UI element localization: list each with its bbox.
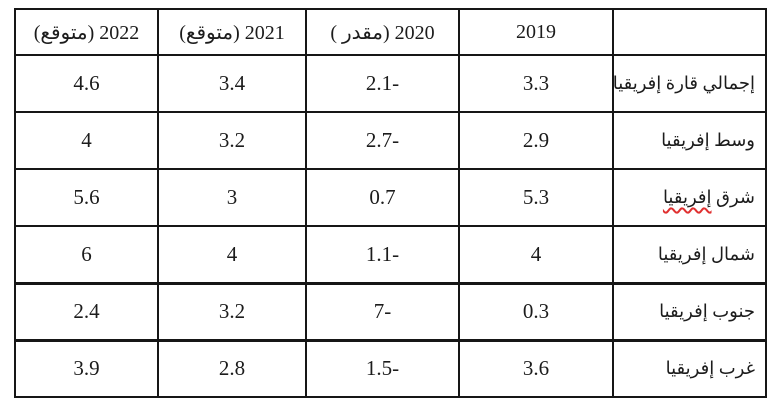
value-cell-2022: 4 <box>14 111 159 170</box>
region-label: غرب إفريقيا <box>612 338 767 398</box>
value-cell-2020: -1.5 <box>305 338 460 398</box>
table-row-west-africa: غرب إفريقيا 3.6 -1.5 2.8 3.9 <box>14 338 767 398</box>
table-row-central-africa: وسط إفريقيا 2.9 -2.7 3.2 4 <box>14 111 767 170</box>
table-header-row: 2019 2020 (مقدر ) 2021 (متوقع) 2022 (متو… <box>14 8 767 56</box>
value-cell-2019: 3.6 <box>458 338 614 398</box>
value-cell-2021: 4 <box>157 225 307 284</box>
value-cell-2019: 2.9 <box>458 111 614 170</box>
table-row-south-africa: جنوب إفريقيا 0.3 -7 3.2 2.4 <box>14 281 767 341</box>
value-cell-2022: 3.9 <box>14 338 159 398</box>
region-label-word-misspelled: إفريقيا <box>662 187 712 207</box>
value-cell-2020: -2.7 <box>305 111 460 170</box>
value-cell-2022: 5.6 <box>14 168 159 227</box>
table-row-total-africa: إجمالي قارة إفريقيا 3.3 -2.1 3.4 4.6 <box>14 54 767 113</box>
value-cell-2019: 3.3 <box>458 54 614 113</box>
header-cell-2021: 2021 (متوقع) <box>157 8 307 56</box>
value-cell-2021: 3 <box>157 168 307 227</box>
header-cell-2019: 2019 <box>458 8 614 56</box>
region-label: شمال إفريقيا <box>612 225 767 284</box>
value-cell-2021: 3.2 <box>157 281 307 341</box>
header-cell-2020: 2020 (مقدر ) <box>305 8 460 56</box>
value-cell-2022: 4.6 <box>14 54 159 113</box>
value-cell-2022: 2.4 <box>14 281 159 341</box>
value-cell-2020: 0.7 <box>305 168 460 227</box>
value-cell-2021: 2.8 <box>157 338 307 398</box>
region-label: شرق إفريقيا <box>612 168 767 227</box>
header-cell-region <box>612 8 767 56</box>
value-cell-2021: 3.4 <box>157 54 307 113</box>
value-cell-2019: 0.3 <box>458 281 614 341</box>
value-cell-2019: 4 <box>458 225 614 284</box>
value-cell-2020: -7 <box>305 281 460 341</box>
region-label: جنوب إفريقيا <box>612 281 767 341</box>
africa-growth-table: 2019 2020 (مقدر ) 2021 (متوقع) 2022 (متو… <box>14 8 767 398</box>
value-cell-2022: 6 <box>14 225 159 284</box>
value-cell-2020: -1.1 <box>305 225 460 284</box>
region-label-word: شرق <box>716 187 755 207</box>
region-label: إجمالي قارة إفريقيا <box>612 54 767 113</box>
header-cell-2022: 2022 (متوقع) <box>14 8 159 56</box>
value-cell-2019: 5.3 <box>458 168 614 227</box>
table-row-east-africa: شرق إفريقيا 5.3 0.7 3 5.6 <box>14 168 767 227</box>
table-row-north-africa: شمال إفريقيا 4 -1.1 4 6 <box>14 225 767 284</box>
value-cell-2021: 3.2 <box>157 111 307 170</box>
region-label: وسط إفريقيا <box>612 111 767 170</box>
value-cell-2020: -2.1 <box>305 54 460 113</box>
